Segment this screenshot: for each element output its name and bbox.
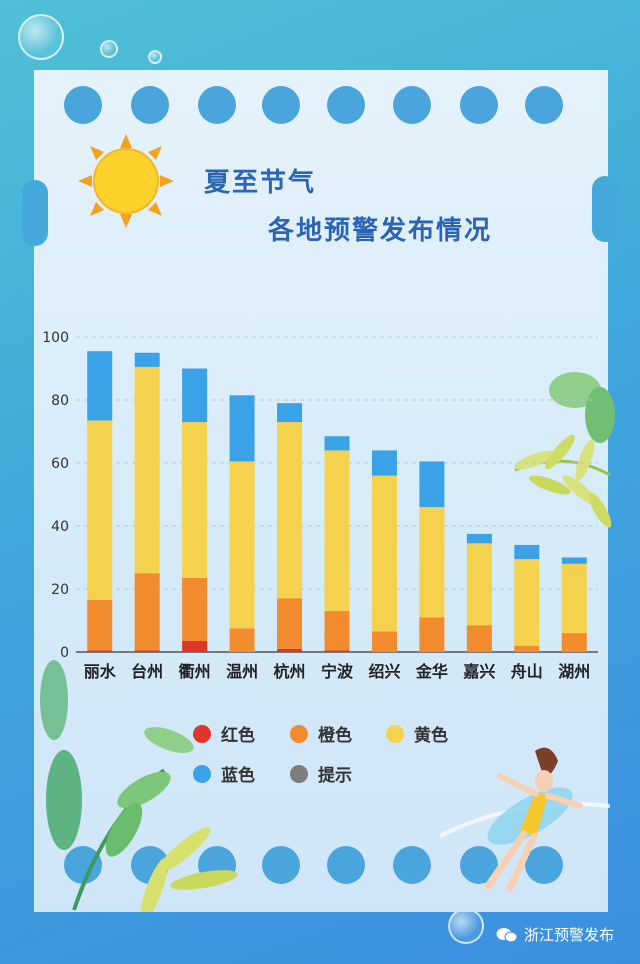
bar-segment-蓝色	[371, 450, 397, 476]
legend-label-yellow: 黄色	[414, 726, 448, 746]
x-tick-label: 舟山	[511, 662, 543, 681]
bar-segment-橙色	[229, 628, 255, 652]
bar-segment-黄色	[371, 475, 397, 632]
bar-segment-蓝色	[229, 395, 255, 462]
bubble-decoration	[100, 40, 118, 58]
legend-swatch-blue	[193, 764, 211, 783]
bar-segment-蓝色	[277, 403, 303, 423]
bar-segment-红色	[87, 650, 113, 652]
bar-segment-蓝色	[182, 368, 208, 423]
legend-swatch-red	[193, 724, 211, 743]
bar-segment-蓝色	[324, 436, 350, 451]
legend-label-red: 红色	[221, 726, 255, 746]
x-tick-label: 绍兴	[368, 662, 400, 681]
bar-segment-橙色	[371, 631, 397, 652]
legend-item-red: 红色	[193, 721, 255, 746]
bar-segment-黄色	[466, 543, 492, 626]
y-tick-label: 20	[51, 582, 69, 598]
punch-hole	[525, 86, 563, 124]
punch-hole	[262, 846, 300, 884]
bar-segment-黄色	[277, 422, 303, 599]
bar-segment-黄色	[324, 450, 350, 612]
y-tick-label: 80	[51, 393, 69, 409]
punch-hole	[327, 846, 365, 884]
bar-segment-蓝色	[419, 461, 445, 508]
x-tick-label: 衢州	[179, 662, 211, 681]
bar-segment-蓝色	[87, 351, 113, 421]
bar-segment-蓝色	[134, 352, 160, 367]
punch-hole	[525, 846, 563, 884]
bubble-decoration	[18, 14, 64, 60]
bar-segment-黄色	[229, 461, 255, 629]
bar-segment-黄色	[87, 420, 113, 601]
y-tick-label: 100	[42, 330, 69, 346]
bar-segment-橙色	[324, 611, 350, 651]
legend-swatch-gray	[290, 764, 308, 783]
x-tick-label: 台州	[131, 662, 163, 681]
sun-icon	[78, 134, 174, 228]
punch-hole	[327, 86, 365, 124]
bar-segment-黄色	[514, 559, 540, 646]
legend-label-orange: 橙色	[318, 726, 352, 746]
bar-segment-橙色	[87, 600, 113, 651]
bar-segment-橙色	[182, 577, 208, 641]
bar-segment-黄色	[134, 366, 160, 574]
x-tick-label: 温州	[225, 662, 258, 681]
bar-segment-蓝色	[466, 533, 492, 544]
x-tick-label: 杭州	[274, 662, 306, 681]
x-tick-label: 丽水	[84, 662, 117, 681]
bar-segment-橙色	[466, 625, 492, 652]
bubble-decoration	[448, 908, 484, 944]
bar-segment-黄色	[561, 563, 587, 634]
bubble-decoration	[148, 50, 162, 64]
punch-hole	[198, 86, 236, 124]
chart-title: 夏至节气	[204, 168, 317, 198]
punch-hole	[460, 86, 498, 124]
x-tick-label: 宁波	[321, 662, 354, 681]
y-tick-label: 0	[60, 645, 69, 661]
legend-label-blue: 蓝色	[221, 766, 255, 786]
bar-segment-橙色	[514, 645, 540, 652]
bar-segment-橙色	[561, 633, 587, 652]
legend-swatch-orange	[290, 724, 308, 743]
legend-item-orange: 橙色	[290, 721, 352, 746]
stacked-bar-chart: 0 20 40 60 80 100 丽水 台州 衢州 温州 杭州 宁波 绍兴 金华 嘉兴 舟山 湖州	[42, 330, 598, 681]
bar-segment-红色	[134, 650, 160, 652]
bar-segment-红色	[277, 648, 303, 652]
watermark-text: 浙江预警发布	[524, 926, 615, 944]
x-tick-label: 湖州	[558, 662, 590, 681]
card-notch-right	[592, 176, 618, 242]
legend-swatch-yellow	[386, 724, 404, 743]
wechat-icon	[496, 927, 518, 942]
punch-hole	[393, 86, 431, 124]
watermark: 浙江预警发布	[496, 924, 614, 945]
legend-item-gray: 提示	[290, 761, 352, 786]
bar-segment-橙色	[419, 617, 445, 652]
chart-subtitle: 各地预警发布情况	[268, 216, 493, 246]
bar-segment-黄色	[419, 507, 445, 618]
bar-segment-红色	[324, 650, 350, 652]
bar-segment-蓝色	[561, 557, 587, 564]
punch-hole	[131, 86, 169, 124]
punch-hole	[64, 846, 102, 884]
legend-item-yellow: 黄色	[386, 721, 448, 746]
leaves-decoration-bottom-left	[40, 660, 238, 912]
card-notch-left	[22, 180, 48, 246]
bar-segment-黄色	[182, 422, 208, 578]
bar-segment-橙色	[134, 573, 160, 651]
legend-label-gray: 提示	[318, 766, 352, 786]
bar-segment-橙色	[277, 598, 303, 649]
y-tick-label: 40	[51, 519, 69, 535]
bar-segment-蓝色	[514, 544, 540, 560]
legend-item-blue: 蓝色	[193, 761, 255, 786]
x-tick-label: 嘉兴	[462, 662, 495, 681]
punch-hole	[393, 846, 431, 884]
swimmer-illustration	[440, 747, 610, 892]
palm-leaves-decoration	[514, 372, 615, 528]
punch-hole	[262, 86, 300, 124]
y-tick-label: 60	[51, 456, 69, 472]
bar-segment-红色	[182, 640, 208, 652]
x-tick-label: 金华	[415, 662, 448, 681]
punch-hole	[64, 86, 102, 124]
